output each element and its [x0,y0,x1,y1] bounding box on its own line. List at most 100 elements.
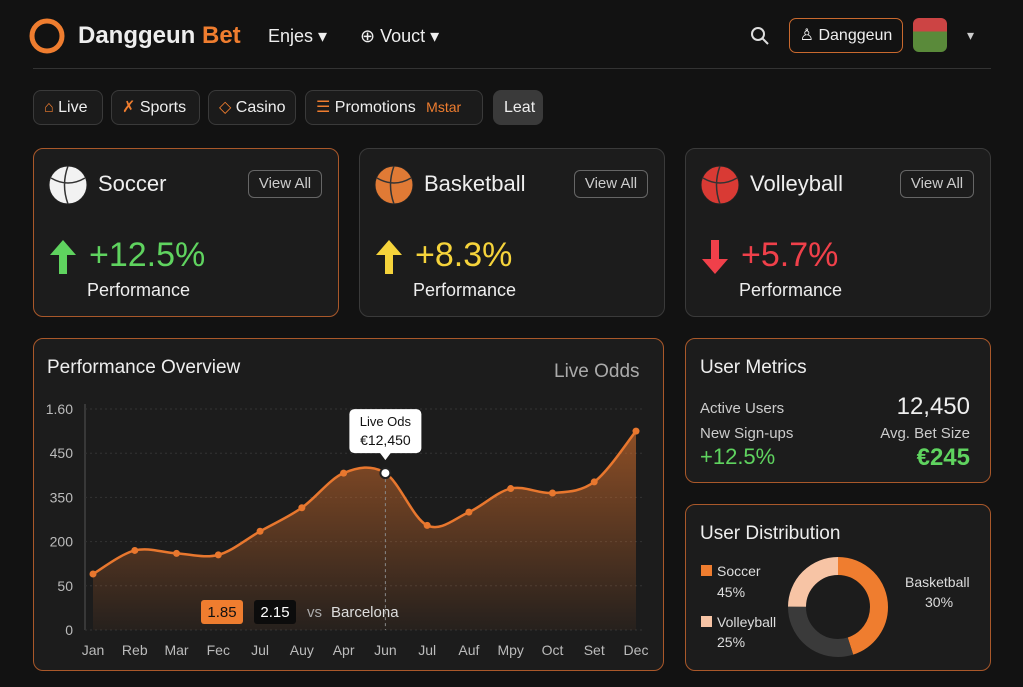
tab[interactable]: ✗ Sports [111,90,200,125]
y-tick-label: 350 [50,489,74,505]
tooltip [349,409,422,454]
panel-title: User Distribution [700,523,841,544]
trend-arrow [702,240,728,274]
area [93,431,636,630]
point [632,427,640,435]
legend-label: Soccer [717,563,761,579]
metrics-panel [685,338,991,483]
point [340,469,348,477]
metric-label: Active Users [700,400,785,417]
x-tick-label: Auf [458,642,479,658]
sport-icon [48,165,88,205]
tab-badge: Mstar [426,99,462,115]
sport-name: Basketball [424,171,526,196]
point [89,570,97,578]
x-tick-label: Auy [290,642,314,658]
point [298,504,306,512]
odds-box [201,600,243,624]
tab[interactable]: ☰ Promotions Mstar [305,90,483,125]
sport-name: Soccer [98,171,167,196]
tab-icon: ☰ [316,99,331,116]
x-tick-label: Mar [164,642,188,658]
legend-value: 25% [717,634,745,650]
legend-label: Volleyball [717,614,776,630]
tab[interactable]: ◇ Casino [208,90,296,125]
legend-swatch [701,616,712,627]
brand-name: Danggeun [78,22,196,49]
tab-icon: ✗ [122,99,136,116]
tooltip-value: €12,450 [360,432,411,448]
y-tick-label: 450 [50,445,74,461]
x-tick-label: Mpy [497,642,523,658]
x-tick-label: Jul [418,642,436,658]
sport-label: Performance [413,280,517,300]
x-tick-label: Set [584,642,605,658]
nav-label: Enjes [268,26,314,46]
brand-suffix[interactable]: Bet [202,22,241,49]
tooltip-pointer [379,452,392,461]
tab-label: Casino [235,99,286,116]
y-tick-label: 0 [65,622,73,638]
view-all-button[interactable]: View All [574,170,648,198]
panel-title: User Metrics [700,357,807,378]
point [214,551,222,559]
team: Barcelona [331,604,399,621]
user-button[interactable]: ♙ Danggeun [789,18,903,53]
tab-label: Leat [504,99,536,116]
view-all-button[interactable]: View All [248,170,322,198]
legend-label: Live Odds [554,361,640,382]
point [379,467,392,480]
metric-label: Avg. Bet Size [880,425,970,442]
divider [33,68,991,69]
search-icon[interactable] [750,26,770,46]
tab-label: Promotions [334,99,416,116]
point [131,546,139,554]
legend-value: 30% [925,594,953,610]
tab-icon: ⌂ [44,99,54,116]
nav-item[interactable]: ⊕ Vouct ▾ [360,26,440,46]
nav-item[interactable]: Enjes ▾ [268,26,328,46]
odds-value: 1.85 [207,604,236,621]
ball-seam [702,165,738,205]
logo [29,18,65,54]
y-tick-label: 1.60 [46,401,73,417]
tab-label: Live [58,99,88,116]
x-tick-label: Jul [251,642,269,658]
versus: vs [307,604,322,621]
sport-name: Volleyball [750,171,843,196]
menu-caret[interactable]: ▾ [967,27,975,43]
sport-label: Performance [87,280,191,300]
logo-ring [29,18,65,54]
sport-label: Performance [739,280,843,300]
arrow [50,240,76,274]
point [548,489,556,497]
point [173,549,181,557]
donut-segment [788,557,888,657]
metric-value: +12.5% [700,444,776,469]
avatar[interactable] [913,18,947,52]
point [507,485,515,493]
point [465,508,473,516]
ball [700,165,740,205]
metric-value: €245 [916,444,970,471]
x-tick-label: Jun [374,642,397,658]
sport-icon [700,165,740,205]
x-tick-label: Reb [122,642,148,658]
metric-value: 12,450 [896,393,970,420]
trend-arrow [50,240,76,274]
tab[interactable]: Leat [493,90,543,125]
y-tick-label: 200 [50,534,74,550]
search-handle [761,37,769,45]
x-tick-label: Jan [82,642,105,658]
view-all-button[interactable]: View All [900,170,974,198]
sport-change: +8.3% [415,236,513,274]
tab[interactable]: ⌂ Live [33,90,103,125]
tab-icon: ◇ [219,99,232,116]
legend-value: 45% [717,584,745,600]
y-tick-label: 50 [57,578,73,594]
trend-arrow [376,240,402,274]
x-tick-label: Oct [542,642,564,658]
x-tick-label: Fec [207,642,230,658]
ball [374,165,414,205]
